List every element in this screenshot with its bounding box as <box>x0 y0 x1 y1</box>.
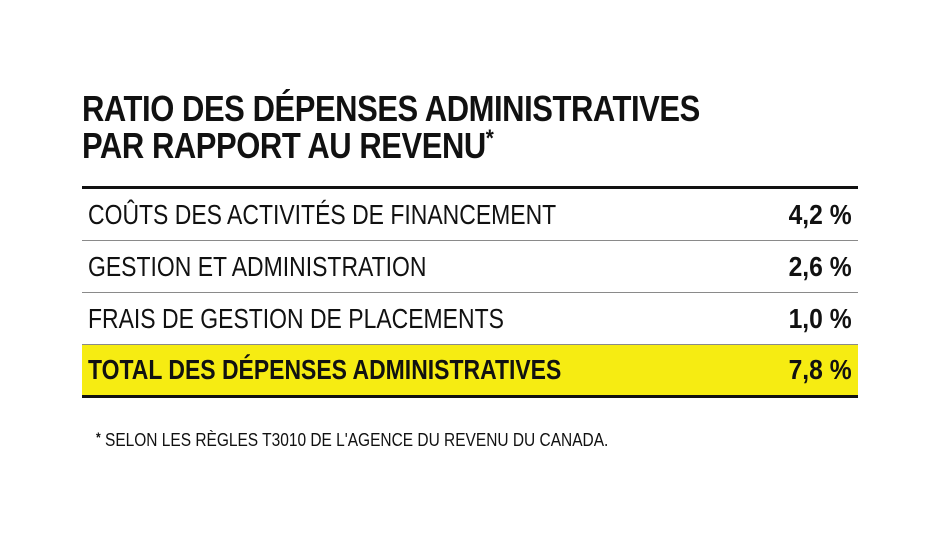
page-title: RATIO DES DÉPENSES ADMINISTRATIVES PAR R… <box>82 90 749 164</box>
footnote-text: SELON LES RÈGLES T3010 DE L'AGENCE DU RE… <box>100 430 609 450</box>
total-row: TOTAL DES DÉPENSES ADMINISTRATIVES 7,8 % <box>82 345 858 398</box>
row-label: GESTION ET ADMINISTRATION <box>88 250 427 282</box>
row-value: 1,0 % <box>788 302 852 334</box>
row-label: COÛTS DES ACTIVITÉS DE FINANCEMENT <box>88 198 557 230</box>
table-row: FRAIS DE GESTION DE PLACEMENTS 1,0 % <box>82 293 858 345</box>
total-label: TOTAL DES DÉPENSES ADMINISTRATIVES <box>88 354 562 385</box>
title-line-2: PAR RAPPORT AU REVENU* <box>82 125 749 166</box>
title-line-2-text: PAR RAPPORT AU REVENU <box>82 125 486 166</box>
row-value: 2,6 % <box>788 250 852 282</box>
footnote-asterisk: * <box>96 429 101 445</box>
table-row: GESTION ET ADMINISTRATION 2,6 % <box>82 241 858 293</box>
expense-ratio-table: COÛTS DES ACTIVITÉS DE FINANCEMENT 4,2 %… <box>82 186 858 398</box>
admin-expense-ratio-panel: RATIO DES DÉPENSES ADMINISTRATIVES PAR R… <box>82 90 858 450</box>
table-row: COÛTS DES ACTIVITÉS DE FINANCEMENT 4,2 % <box>82 189 858 241</box>
footnote: * SELON LES RÈGLES T3010 DE L'AGENCE DU … <box>96 430 608 451</box>
row-value: 4,2 % <box>788 198 852 230</box>
title-asterisk: * <box>485 125 494 152</box>
title-line-1: RATIO DES DÉPENSES ADMINISTRATIVES <box>82 88 700 129</box>
total-value: 7,8 % <box>788 354 852 385</box>
row-label: FRAIS DE GESTION DE PLACEMENTS <box>88 302 504 334</box>
